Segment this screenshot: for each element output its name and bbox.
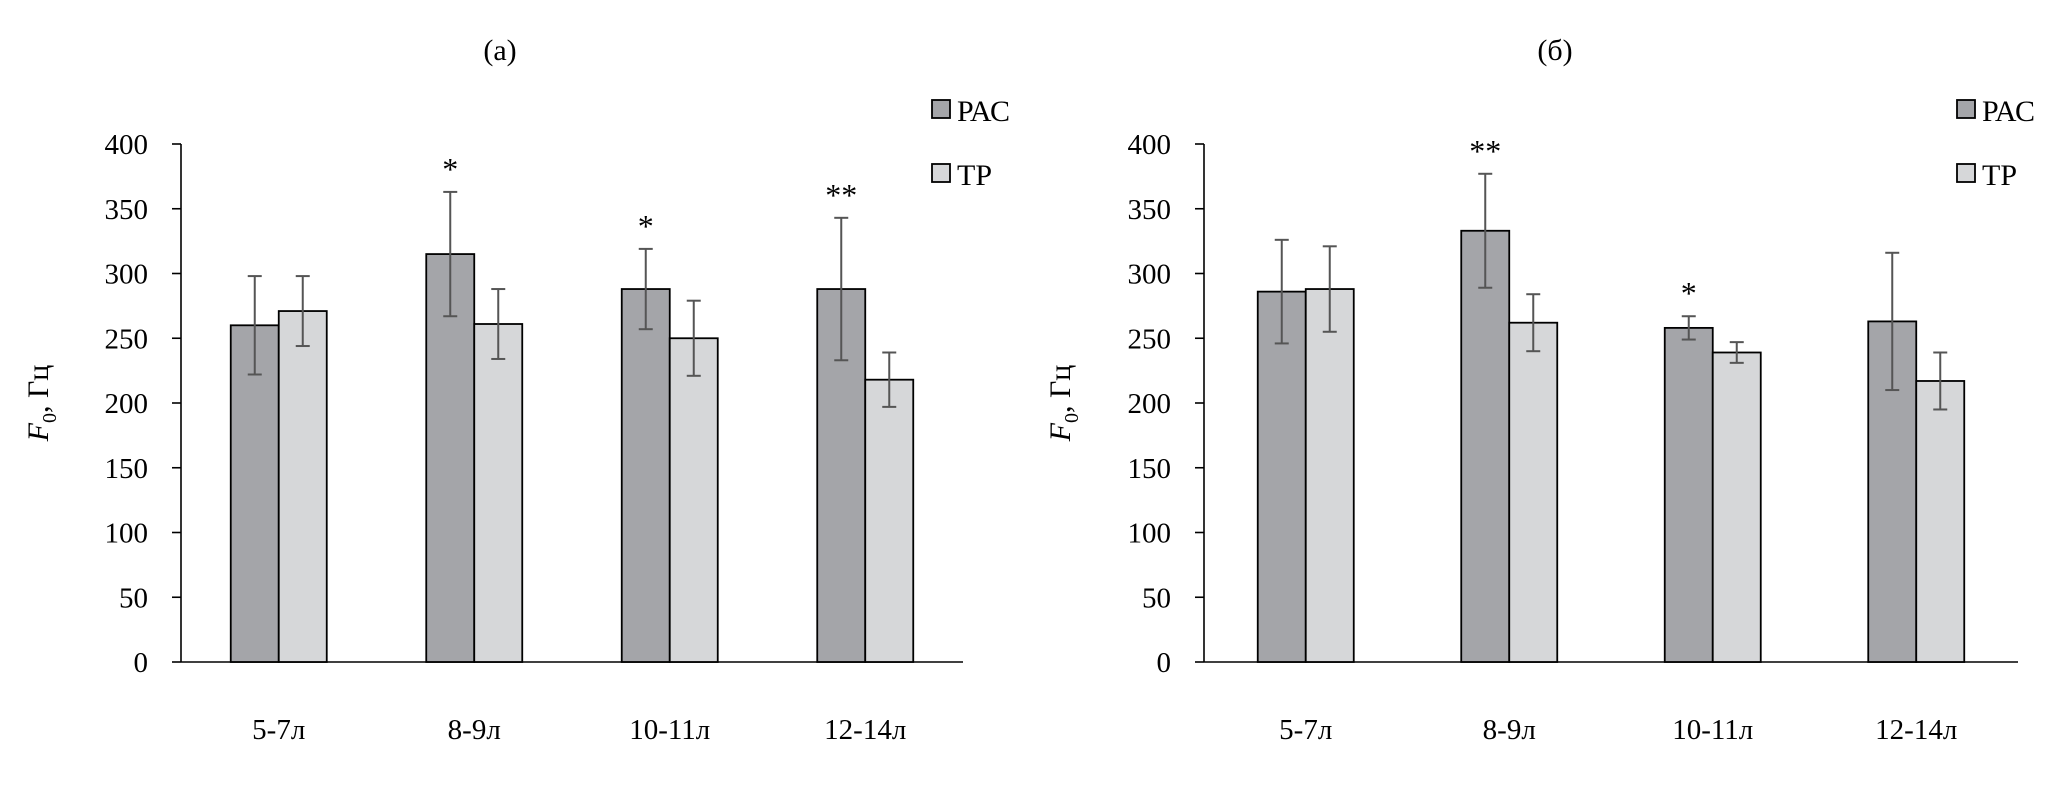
bar [1663,326,1714,663]
y-axis-label-main: F [22,422,55,442]
legend-label: РАС [1982,95,2035,128]
bar [1508,321,1559,663]
legend-swatch [931,163,951,183]
bar [668,337,719,663]
x-tick-label: 8-9л [1483,714,1536,746]
y-axis-label: F0, Гц [1044,365,1083,443]
bar [277,310,328,663]
significance-marker: ** [1469,133,1501,169]
panel-title: (б) [1537,34,1572,67]
y-tick-label: 150 [1128,453,1172,485]
x-tick-label: 12-14л [1875,714,1957,746]
y-tick-label: 300 [1128,259,1172,291]
significance-marker: * [442,151,458,187]
y-tick-label: 100 [105,518,149,550]
y-tick-label: 0 [1157,647,1172,679]
legend-label: ТР [1982,159,2017,192]
x-tick-label: 12-14л [824,714,906,746]
legend-swatch [1956,163,1976,183]
bar [1460,229,1511,663]
y-tick-label: 250 [105,323,149,355]
panel-title: (a) [483,34,516,67]
x-tick-label: 10-11л [629,714,710,746]
bar [1304,288,1355,663]
x-tick-label: 10-11л [1672,714,1753,746]
bar [620,288,671,663]
bar [473,323,524,663]
y-tick-label: 50 [119,582,148,614]
y-axis-label-sub: 0 [39,413,61,423]
legend-label: ТР [957,159,992,192]
y-tick-label: 400 [105,129,149,161]
chart-panel-2: (б)F0, Гц0501001502002503003504005-7л**8… [1044,34,2035,746]
legend-swatch [1956,99,1976,119]
y-tick-label: 300 [105,259,149,291]
y-tick-label: 100 [1128,518,1172,550]
bar [425,253,476,663]
y-axis-label-sub: 0 [1061,413,1083,423]
x-tick-label: 5-7л [252,714,305,746]
legend-swatch [931,99,951,119]
x-tick-label: 8-9л [448,714,501,746]
y-tick-label: 350 [1128,194,1172,226]
y-tick-label: 150 [105,453,149,485]
y-axis-label-unit: , Гц [22,365,55,413]
y-axis-label-unit: , Гц [1044,365,1077,413]
bar [1915,380,1966,663]
legend-label: РАС [957,95,1010,128]
significance-marker: * [638,208,654,244]
y-tick-label: 250 [1128,323,1172,355]
y-tick-label: 200 [105,388,149,420]
bar [1256,290,1307,663]
y-tick-label: 0 [134,647,149,679]
chart-panel-1: (a)F0, Гц0501001502002503003504005-7л*8-… [22,34,1010,746]
significance-marker: * [1681,275,1697,311]
y-tick-label: 50 [1142,582,1171,614]
bar [864,378,915,663]
y-tick-label: 200 [1128,388,1172,420]
significance-marker: ** [825,177,857,213]
bar [1711,351,1762,663]
x-tick-label: 5-7л [1279,714,1332,746]
y-tick-label: 350 [105,194,149,226]
y-axis-label: F0, Гц [22,365,61,443]
y-axis-label-main: F [1044,422,1077,442]
bar [229,324,280,663]
y-tick-label: 400 [1128,129,1172,161]
